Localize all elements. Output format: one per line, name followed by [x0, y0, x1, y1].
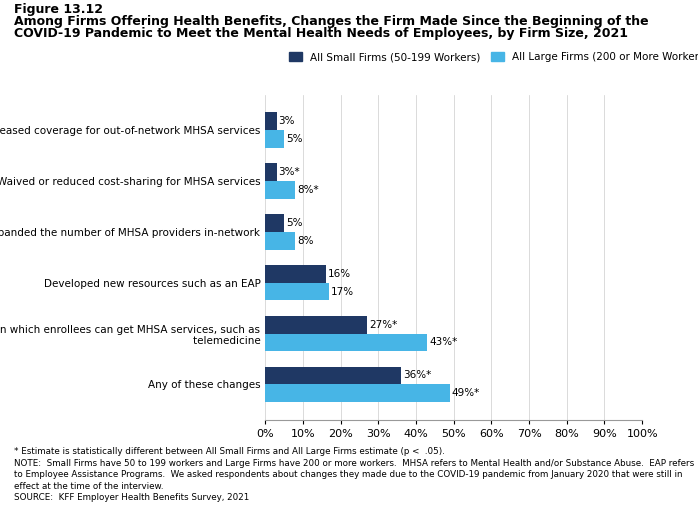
Text: 8%: 8%	[297, 236, 314, 246]
Bar	[265, 366, 401, 384]
Bar	[265, 333, 427, 351]
Text: 27%*: 27%*	[369, 320, 397, 330]
Text: 5%: 5%	[286, 218, 302, 228]
Text: 3%: 3%	[279, 116, 295, 126]
Text: to Employee Assistance Programs.  We asked respondents about changes they made d: to Employee Assistance Programs. We aske…	[14, 470, 683, 479]
Text: NOTE:  Small Firms have 50 to 199 workers and Large Firms have 200 or more worke: NOTE: Small Firms have 50 to 199 workers…	[14, 459, 695, 468]
Text: 36%*: 36%*	[403, 371, 431, 381]
Bar	[265, 130, 284, 148]
Bar	[265, 163, 276, 181]
Text: 5%: 5%	[286, 134, 302, 144]
Bar	[265, 214, 284, 232]
Text: 3%*: 3%*	[279, 167, 300, 177]
Text: 49%*: 49%*	[452, 388, 480, 398]
Bar	[265, 384, 450, 402]
Bar	[265, 112, 276, 130]
Bar	[265, 282, 329, 300]
Text: 16%: 16%	[327, 269, 350, 279]
Text: Among Firms Offering Health Benefits, Changes the Firm Made Since the Beginning : Among Firms Offering Health Benefits, Ch…	[14, 15, 648, 28]
Bar	[265, 316, 367, 333]
Text: 43%*: 43%*	[429, 338, 457, 348]
Text: 17%: 17%	[332, 287, 355, 297]
Text: 8%*: 8%*	[297, 185, 319, 195]
Bar	[265, 181, 295, 199]
Text: * Estimate is statistically different between All Small Firms and All Large Firm: * Estimate is statistically different be…	[14, 447, 445, 456]
Text: SOURCE:  KFF Employer Health Benefits Survey, 2021: SOURCE: KFF Employer Health Benefits Sur…	[14, 494, 249, 502]
Text: COVID-19 Pandemic to Meet the Mental Health Needs of Employees, by Firm Size, 20: COVID-19 Pandemic to Meet the Mental Hea…	[14, 27, 628, 40]
Legend: All Small Firms (50-199 Workers), All Large Firms (200 or More Workers): All Small Firms (50-199 Workers), All La…	[285, 48, 698, 66]
Bar	[265, 232, 295, 249]
Text: Figure 13.12: Figure 13.12	[14, 3, 103, 16]
Text: effect at the time of the interview.: effect at the time of the interview.	[14, 482, 163, 491]
Bar	[265, 265, 325, 282]
